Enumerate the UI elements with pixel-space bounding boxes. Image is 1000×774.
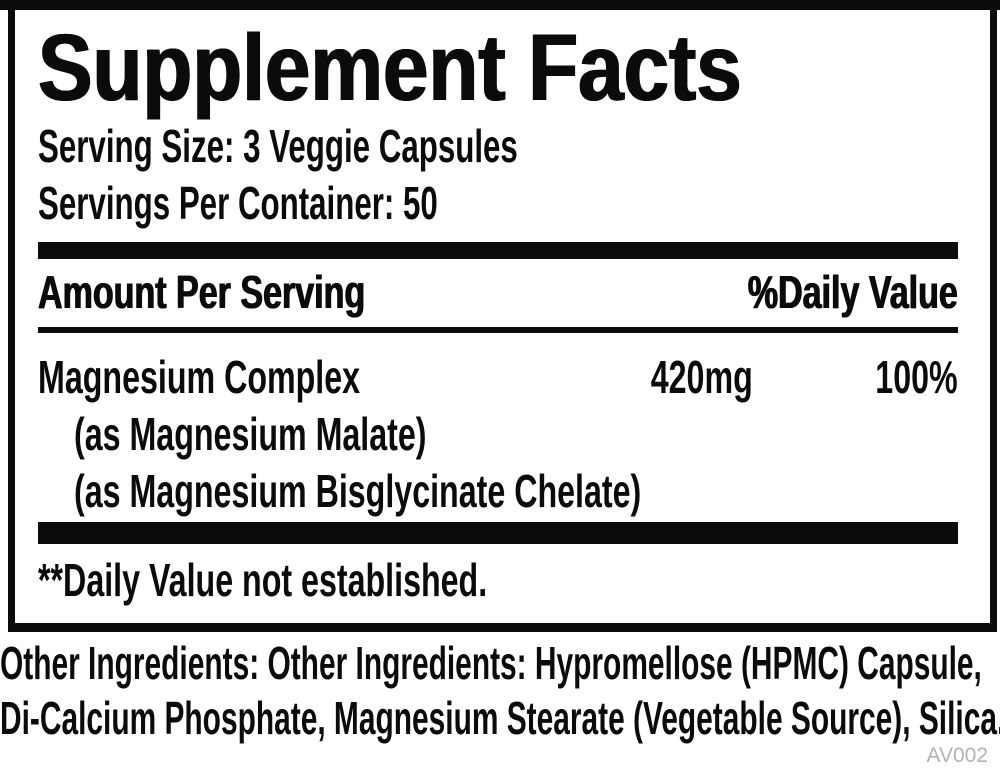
nutrient-name: Magnesium Complex (38, 349, 607, 406)
sub-ingredient-text-2: (as Magnesium Bisglycinate Chelate) (74, 465, 642, 517)
other-ingredients-line-2: Di-Calcium Phosphate, Magnesium Stearate… (0, 691, 1000, 746)
nutrient-daily-value-text: 100% (875, 351, 958, 403)
daily-value-footnote-text: **Daily Value not established. (38, 554, 488, 606)
daily-value-header: %Daily Value (747, 266, 958, 318)
panel-title: Supplement Facts (38, 18, 958, 118)
divider-thick-top (38, 242, 958, 259)
footer-code: AV002 (926, 744, 989, 767)
nutrient-amount-text: 420mg (650, 351, 753, 403)
divider-thick-bottom (38, 522, 958, 544)
top-black-strip (0, 0, 1000, 10)
nutrient-amount: 420mg (607, 349, 753, 406)
serving-size-line: Serving Size: 3 Veggie Capsules (38, 118, 958, 175)
divider-thin (38, 327, 958, 333)
nutrient-name-text: Magnesium Complex (38, 351, 361, 403)
daily-value-footnote: **Daily Value not established. (38, 552, 958, 609)
serving-size-text: Serving Size: 3 Veggie Capsules (38, 120, 518, 172)
column-header-row: Amount Per Serving %Daily Value (38, 259, 958, 327)
supplement-facts-panel: Supplement Facts Serving Size: 3 Veggie … (8, 10, 997, 632)
sub-ingredient-text-1: (as Magnesium Malate) (74, 408, 427, 460)
other-ingredients-text-1: Other Ingredients: Other Ingredients: Hy… (0, 637, 982, 689)
panel-title-text: Supplement Facts (38, 15, 742, 121)
servings-per-container-line: Servings Per Container: 50 (38, 175, 958, 232)
sub-ingredient-line: (as Magnesium Malate) (38, 406, 958, 463)
other-ingredients-text-2: Di-Calcium Phosphate, Magnesium Stearate… (0, 692, 1000, 744)
servings-per-container-text: Servings Per Container: 50 (38, 177, 438, 229)
nutrient-row: Magnesium Complex 420mg 100% (38, 349, 958, 406)
other-ingredients-block: Other Ingredients: Other Ingredients: Hy… (0, 636, 1000, 746)
nutrient-daily-value: 100% (840, 349, 958, 406)
other-ingredients-line-1: Other Ingredients: Other Ingredients: Hy… (0, 636, 1000, 691)
amount-per-serving-header: Amount Per Serving (38, 266, 366, 318)
sub-ingredient-line: (as Magnesium Bisglycinate Chelate) (38, 463, 958, 520)
